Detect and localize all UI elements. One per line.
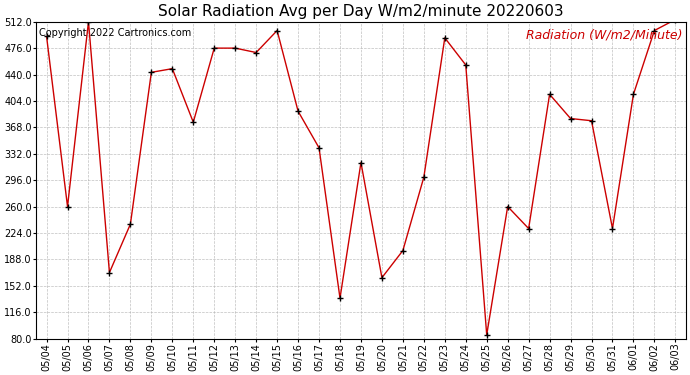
Text: Radiation (W/m2/Minute): Radiation (W/m2/Minute) [526,28,682,41]
Title: Solar Radiation Avg per Day W/m2/minute 20220603: Solar Radiation Avg per Day W/m2/minute … [158,4,564,19]
Text: Copyright 2022 Cartronics.com: Copyright 2022 Cartronics.com [39,28,192,38]
